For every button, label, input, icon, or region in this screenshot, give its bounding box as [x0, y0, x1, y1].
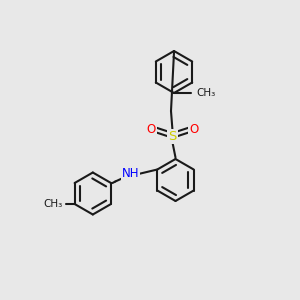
Text: O: O	[190, 123, 199, 136]
Text: CH₃: CH₃	[196, 88, 215, 98]
Text: O: O	[146, 123, 155, 136]
Text: NH: NH	[122, 167, 139, 180]
Text: CH₃: CH₃	[44, 199, 63, 209]
Text: S: S	[168, 130, 177, 143]
